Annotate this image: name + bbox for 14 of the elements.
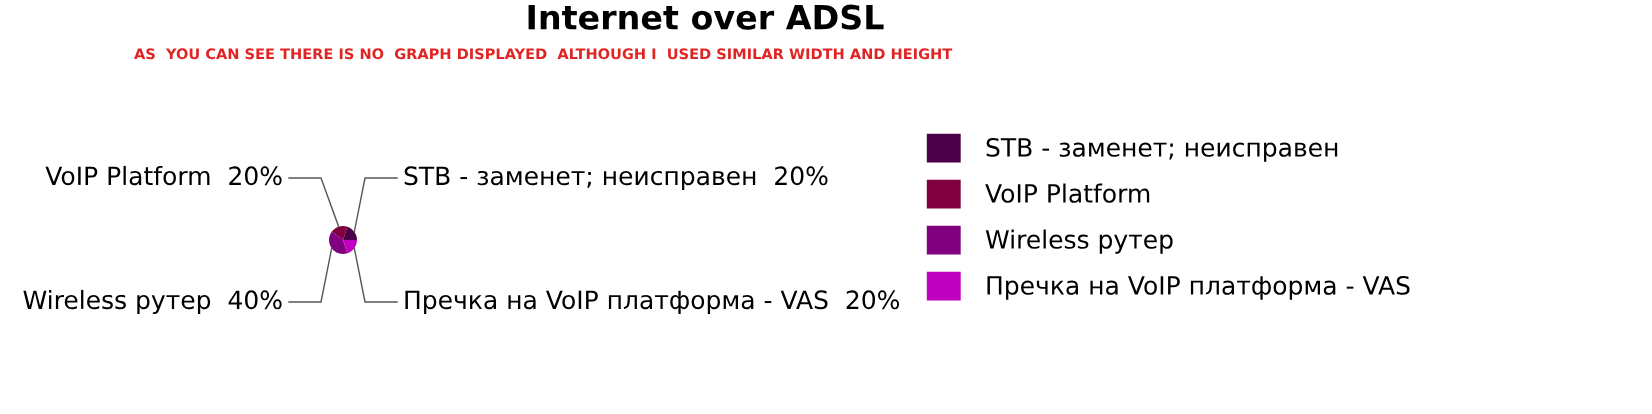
pie-slice: [329, 231, 348, 254]
legend-label: Пречка на VoIP платформа - VAS: [987, 275, 1410, 300]
legend-label: Wireless рутер: [985, 229, 1173, 254]
pie-slice: [331, 226, 348, 240]
category-label: VoIP Platform 20%: [45, 165, 282, 186]
legend-label: STB - заменет; неисправен: [986, 137, 1338, 162]
chart-title: Internet over ADSL: [528, 4, 884, 30]
pie-slice: [343, 226, 357, 240]
text: AS YOU CAN SEE THERE IS NO GRAPH DISPLAYED ALTHOUGH I USED SIMILAR WIDTH AND HEIGHT: [134, 48, 953, 60]
category-label: Пречка на VoIP платформа - VAS 20%: [405, 290, 900, 315]
category-label: Wireless рутер 40%: [23, 289, 282, 315]
pie-slice: [343, 240, 357, 254]
legend-label: VoIP Platform: [985, 183, 1150, 203]
category-label: STB - заменет; неисправен 20%: [404, 166, 828, 191]
